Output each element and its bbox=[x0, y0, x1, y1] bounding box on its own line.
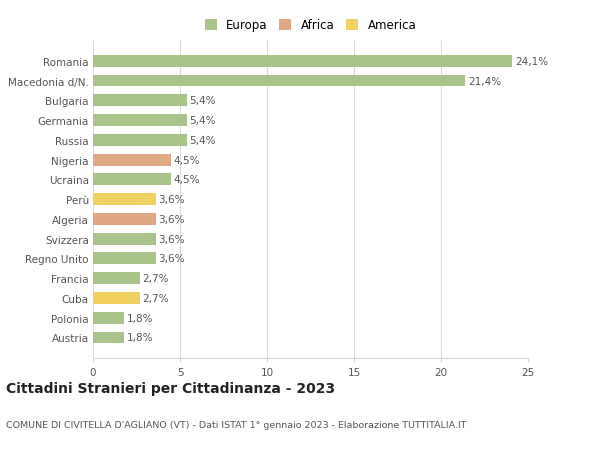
Bar bbox=[93, 154, 172, 166]
Text: 4,5%: 4,5% bbox=[174, 155, 200, 165]
Text: 2,7%: 2,7% bbox=[143, 274, 169, 284]
Text: 4,5%: 4,5% bbox=[174, 175, 200, 185]
Bar bbox=[93, 115, 187, 127]
Text: 21,4%: 21,4% bbox=[468, 76, 501, 86]
Bar bbox=[93, 332, 124, 344]
Text: 3,6%: 3,6% bbox=[158, 214, 185, 224]
Bar bbox=[93, 56, 512, 67]
Text: 5,4%: 5,4% bbox=[190, 135, 216, 146]
Text: 24,1%: 24,1% bbox=[515, 56, 548, 67]
Bar bbox=[93, 233, 155, 245]
Text: 2,7%: 2,7% bbox=[143, 293, 169, 303]
Bar bbox=[93, 75, 466, 87]
Bar bbox=[93, 312, 124, 324]
Text: COMUNE DI CIVITELLA D'AGLIANO (VT) - Dati ISTAT 1° gennaio 2023 - Elaborazione T: COMUNE DI CIVITELLA D'AGLIANO (VT) - Dat… bbox=[6, 420, 467, 429]
Text: 1,8%: 1,8% bbox=[127, 313, 154, 323]
Bar bbox=[93, 95, 187, 107]
Bar bbox=[93, 174, 172, 186]
Bar bbox=[93, 213, 155, 225]
Bar bbox=[93, 194, 155, 206]
Bar bbox=[93, 134, 187, 146]
Text: 5,4%: 5,4% bbox=[190, 96, 216, 106]
Text: 3,6%: 3,6% bbox=[158, 195, 185, 205]
Bar bbox=[93, 292, 140, 304]
Text: 1,8%: 1,8% bbox=[127, 333, 154, 343]
Text: 5,4%: 5,4% bbox=[190, 116, 216, 126]
Bar bbox=[93, 253, 155, 265]
Bar bbox=[93, 273, 140, 285]
Legend: Europa, Africa, America: Europa, Africa, America bbox=[205, 19, 416, 32]
Text: Cittadini Stranieri per Cittadinanza - 2023: Cittadini Stranieri per Cittadinanza - 2… bbox=[6, 381, 335, 395]
Text: 3,6%: 3,6% bbox=[158, 254, 185, 264]
Text: 3,6%: 3,6% bbox=[158, 234, 185, 244]
